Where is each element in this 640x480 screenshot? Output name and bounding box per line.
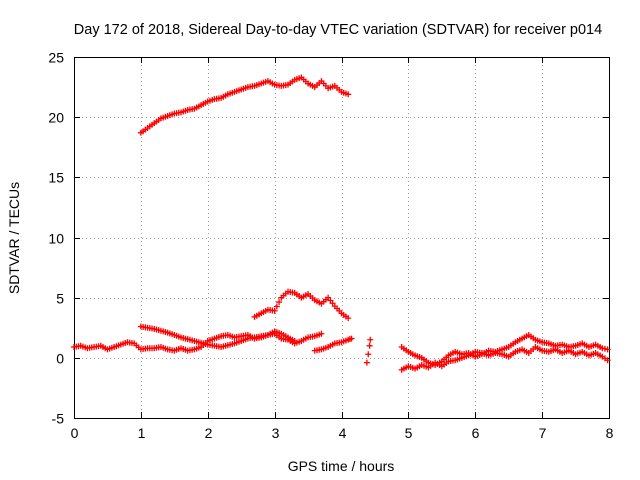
y-tick-label: -5 bbox=[52, 411, 65, 427]
x-tick-label: 6 bbox=[472, 425, 480, 441]
series-arc-night-b bbox=[398, 344, 611, 373]
series-arc-early bbox=[71, 328, 298, 354]
data-point bbox=[273, 303, 280, 310]
data-point bbox=[271, 307, 278, 314]
data-point bbox=[363, 359, 370, 366]
series-arc-upper bbox=[137, 74, 352, 136]
y-tick-label: 10 bbox=[48, 231, 64, 247]
x-tick-label: 1 bbox=[138, 425, 146, 441]
x-tick-label: 5 bbox=[405, 425, 413, 441]
data-point bbox=[604, 346, 611, 353]
x-tick-label: 4 bbox=[339, 425, 347, 441]
data-point bbox=[318, 330, 325, 337]
x-tick-label: 7 bbox=[539, 425, 547, 441]
x-tick-label: 3 bbox=[272, 425, 280, 441]
y-tick-label: 15 bbox=[48, 170, 64, 186]
x-tick-label: 8 bbox=[606, 425, 614, 441]
chart-title: Day 172 of 2018, Sidereal Day-to-day VTE… bbox=[74, 22, 602, 38]
y-tick-label: 25 bbox=[48, 50, 64, 66]
data-point bbox=[348, 335, 355, 342]
data-point bbox=[367, 336, 374, 343]
y-tick-label: 5 bbox=[56, 291, 64, 307]
grid bbox=[74, 57, 609, 418]
x-tick-label: 0 bbox=[71, 425, 79, 441]
x-axis-label: GPS time / hours bbox=[288, 458, 395, 474]
data-point bbox=[365, 351, 372, 358]
y-tick-label: 0 bbox=[56, 351, 64, 367]
data-point bbox=[291, 337, 298, 344]
series-arc-night-a bbox=[398, 331, 611, 369]
series-arc-late bbox=[311, 335, 355, 354]
y-tick-label: 20 bbox=[48, 110, 64, 126]
axis-ticks: 0 1 2 3 4 5 6 7 8 -5 0 5 10 15 20 25 bbox=[48, 50, 613, 442]
data-points bbox=[71, 74, 611, 373]
y-axis-label: SDTVAR / TECUs bbox=[6, 182, 22, 294]
data-point bbox=[366, 342, 373, 349]
series-arc-short bbox=[363, 336, 374, 366]
data-point bbox=[345, 91, 352, 98]
x-tick-label: 2 bbox=[205, 425, 213, 441]
data-point bbox=[345, 315, 352, 322]
data-point bbox=[604, 357, 611, 364]
series-arc-mid bbox=[251, 288, 352, 322]
data-point bbox=[276, 299, 283, 306]
